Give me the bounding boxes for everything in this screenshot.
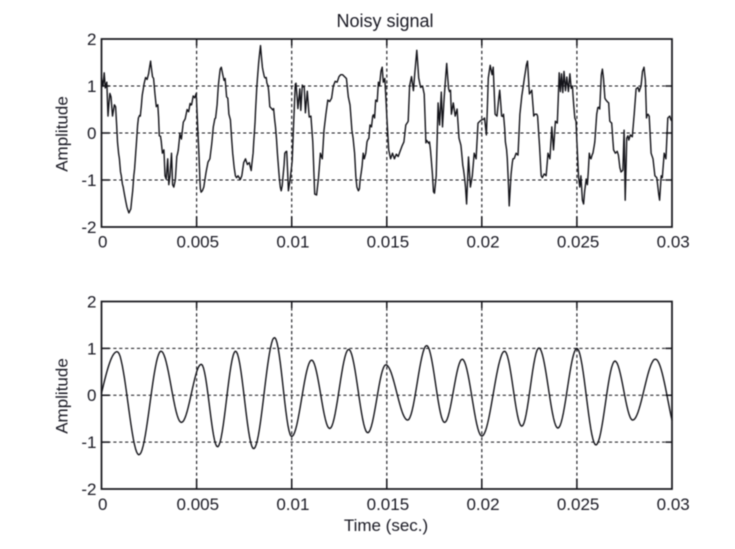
svg-text:0.005: 0.005 bbox=[177, 495, 220, 514]
svg-text:1: 1 bbox=[87, 339, 96, 358]
svg-text:-1: -1 bbox=[81, 433, 96, 452]
svg-text:Amplitude: Amplitude bbox=[53, 96, 72, 172]
svg-text:0.01: 0.01 bbox=[276, 233, 309, 252]
svg-text:0: 0 bbox=[98, 233, 107, 252]
svg-text:2: 2 bbox=[87, 30, 96, 49]
svg-text:-1: -1 bbox=[81, 171, 96, 190]
svg-text:Time (sec.): Time (sec.) bbox=[344, 516, 428, 535]
svg-text:0.005: 0.005 bbox=[177, 233, 220, 252]
svg-text:1: 1 bbox=[87, 77, 96, 96]
svg-text:0.02: 0.02 bbox=[466, 233, 499, 252]
svg-text:0.015: 0.015 bbox=[367, 495, 410, 514]
svg-text:Amplitude: Amplitude bbox=[53, 358, 72, 434]
svg-text:-2: -2 bbox=[81, 218, 96, 237]
svg-text:0: 0 bbox=[87, 386, 96, 405]
svg-text:0.02: 0.02 bbox=[466, 495, 499, 514]
svg-text:0.03: 0.03 bbox=[657, 233, 690, 252]
svg-text:0.015: 0.015 bbox=[367, 233, 410, 252]
svg-text:-2: -2 bbox=[81, 480, 96, 499]
svg-text:2: 2 bbox=[87, 293, 96, 312]
svg-text:0.03: 0.03 bbox=[657, 495, 690, 514]
svg-text:0: 0 bbox=[87, 124, 96, 143]
svg-text:0.01: 0.01 bbox=[276, 495, 309, 514]
svg-text:0: 0 bbox=[98, 495, 107, 514]
svg-text:0.025: 0.025 bbox=[557, 233, 600, 252]
svg-text:0.025: 0.025 bbox=[557, 495, 600, 514]
svg-text:Noisy signal: Noisy signal bbox=[336, 11, 433, 31]
